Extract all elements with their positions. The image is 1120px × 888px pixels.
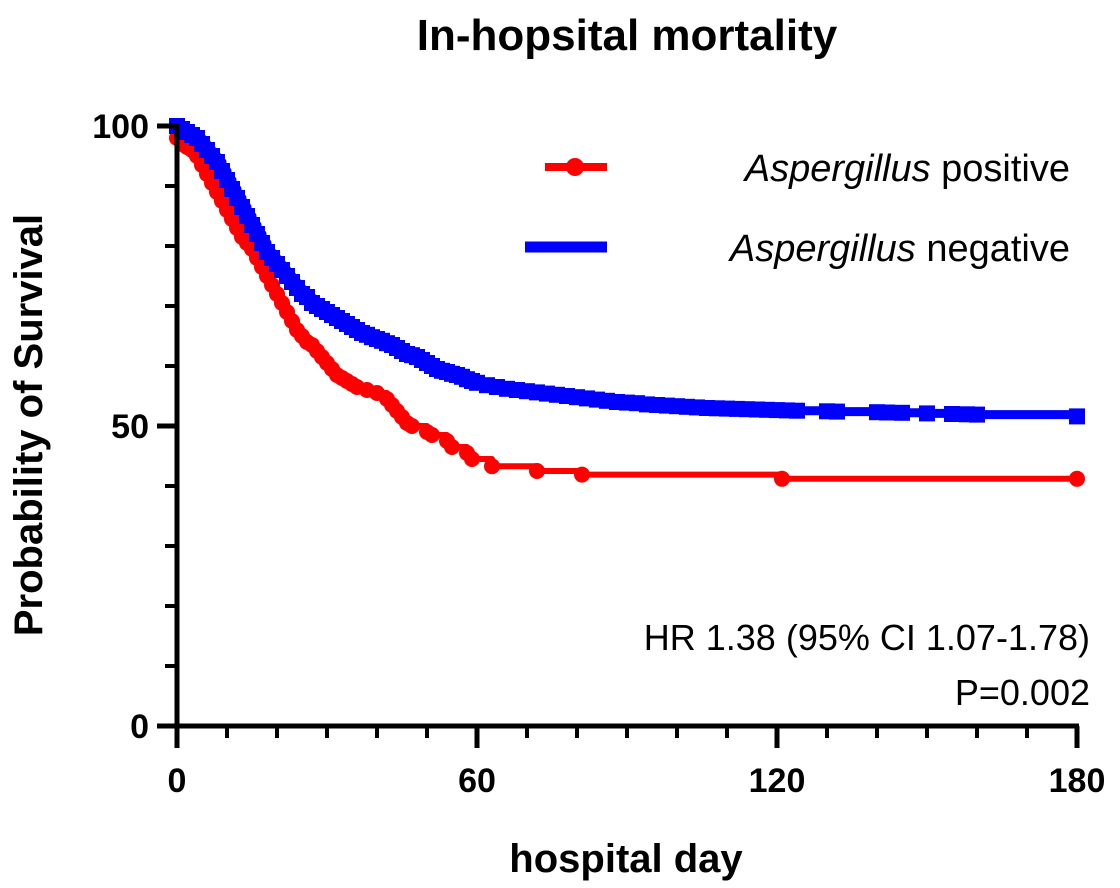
legend-label-positive-italic: Aspergillus	[743, 148, 931, 190]
legend-item-positive: Aspergillus positive	[545, 148, 1070, 190]
legend-label-negative-rest: negative	[926, 228, 1070, 270]
x-tick-label: 0	[168, 762, 187, 800]
series-negative	[169, 118, 1085, 425]
data-point-positive	[484, 458, 500, 475]
legend-label-positive-rest: positive	[941, 148, 1070, 190]
legend-marker-positive	[566, 158, 584, 176]
x-tick-label: 60	[458, 762, 496, 800]
hazard-ratio-annotation: HR 1.38 (95% CI 1.07-1.78)	[644, 617, 1090, 658]
series-positive	[169, 130, 1085, 487]
p-value-annotation: P=0.002	[955, 672, 1090, 713]
data-point-negative	[969, 406, 985, 423]
data-point-positive	[1069, 470, 1085, 487]
data-point-positive	[424, 427, 440, 443]
data-point-positive	[774, 470, 790, 487]
plot-area	[169, 118, 1085, 487]
data-point-negative	[789, 402, 805, 419]
data-point-positive	[444, 439, 460, 455]
data-point-positive	[529, 463, 545, 479]
x-tick-label: 180	[1049, 762, 1106, 800]
data-point-negative	[894, 404, 910, 421]
y-axis-title: Probability of Survival	[7, 214, 51, 636]
data-point-negative	[919, 405, 935, 422]
x-tick-label: 120	[749, 762, 806, 800]
data-point-negative	[944, 406, 960, 422]
legend-label-positive: Aspergillus positive	[743, 148, 1070, 190]
chart-title: In-hopsital mortality	[417, 11, 838, 60]
x-axis-title: hospital day	[509, 837, 743, 881]
y-tick-label: 0	[130, 708, 149, 746]
legend-label-negative-italic: Aspergillus	[728, 228, 916, 270]
data-point-positive	[464, 451, 480, 467]
legend-item-negative: Aspergillus negative	[525, 228, 1070, 270]
legend: Aspergillus positive Aspergillus negativ…	[525, 148, 1070, 270]
axes: 0 50 100 0 60 120 180	[92, 108, 1105, 800]
y-tick-label: 100	[92, 108, 149, 146]
data-point-negative	[1069, 408, 1085, 425]
data-point-positive	[404, 418, 420, 434]
y-tick-label: 50	[111, 408, 149, 446]
data-point-positive	[574, 466, 590, 483]
data-point-negative	[879, 404, 895, 421]
data-point-negative	[829, 403, 845, 420]
legend-label-negative: Aspergillus negative	[728, 228, 1070, 270]
